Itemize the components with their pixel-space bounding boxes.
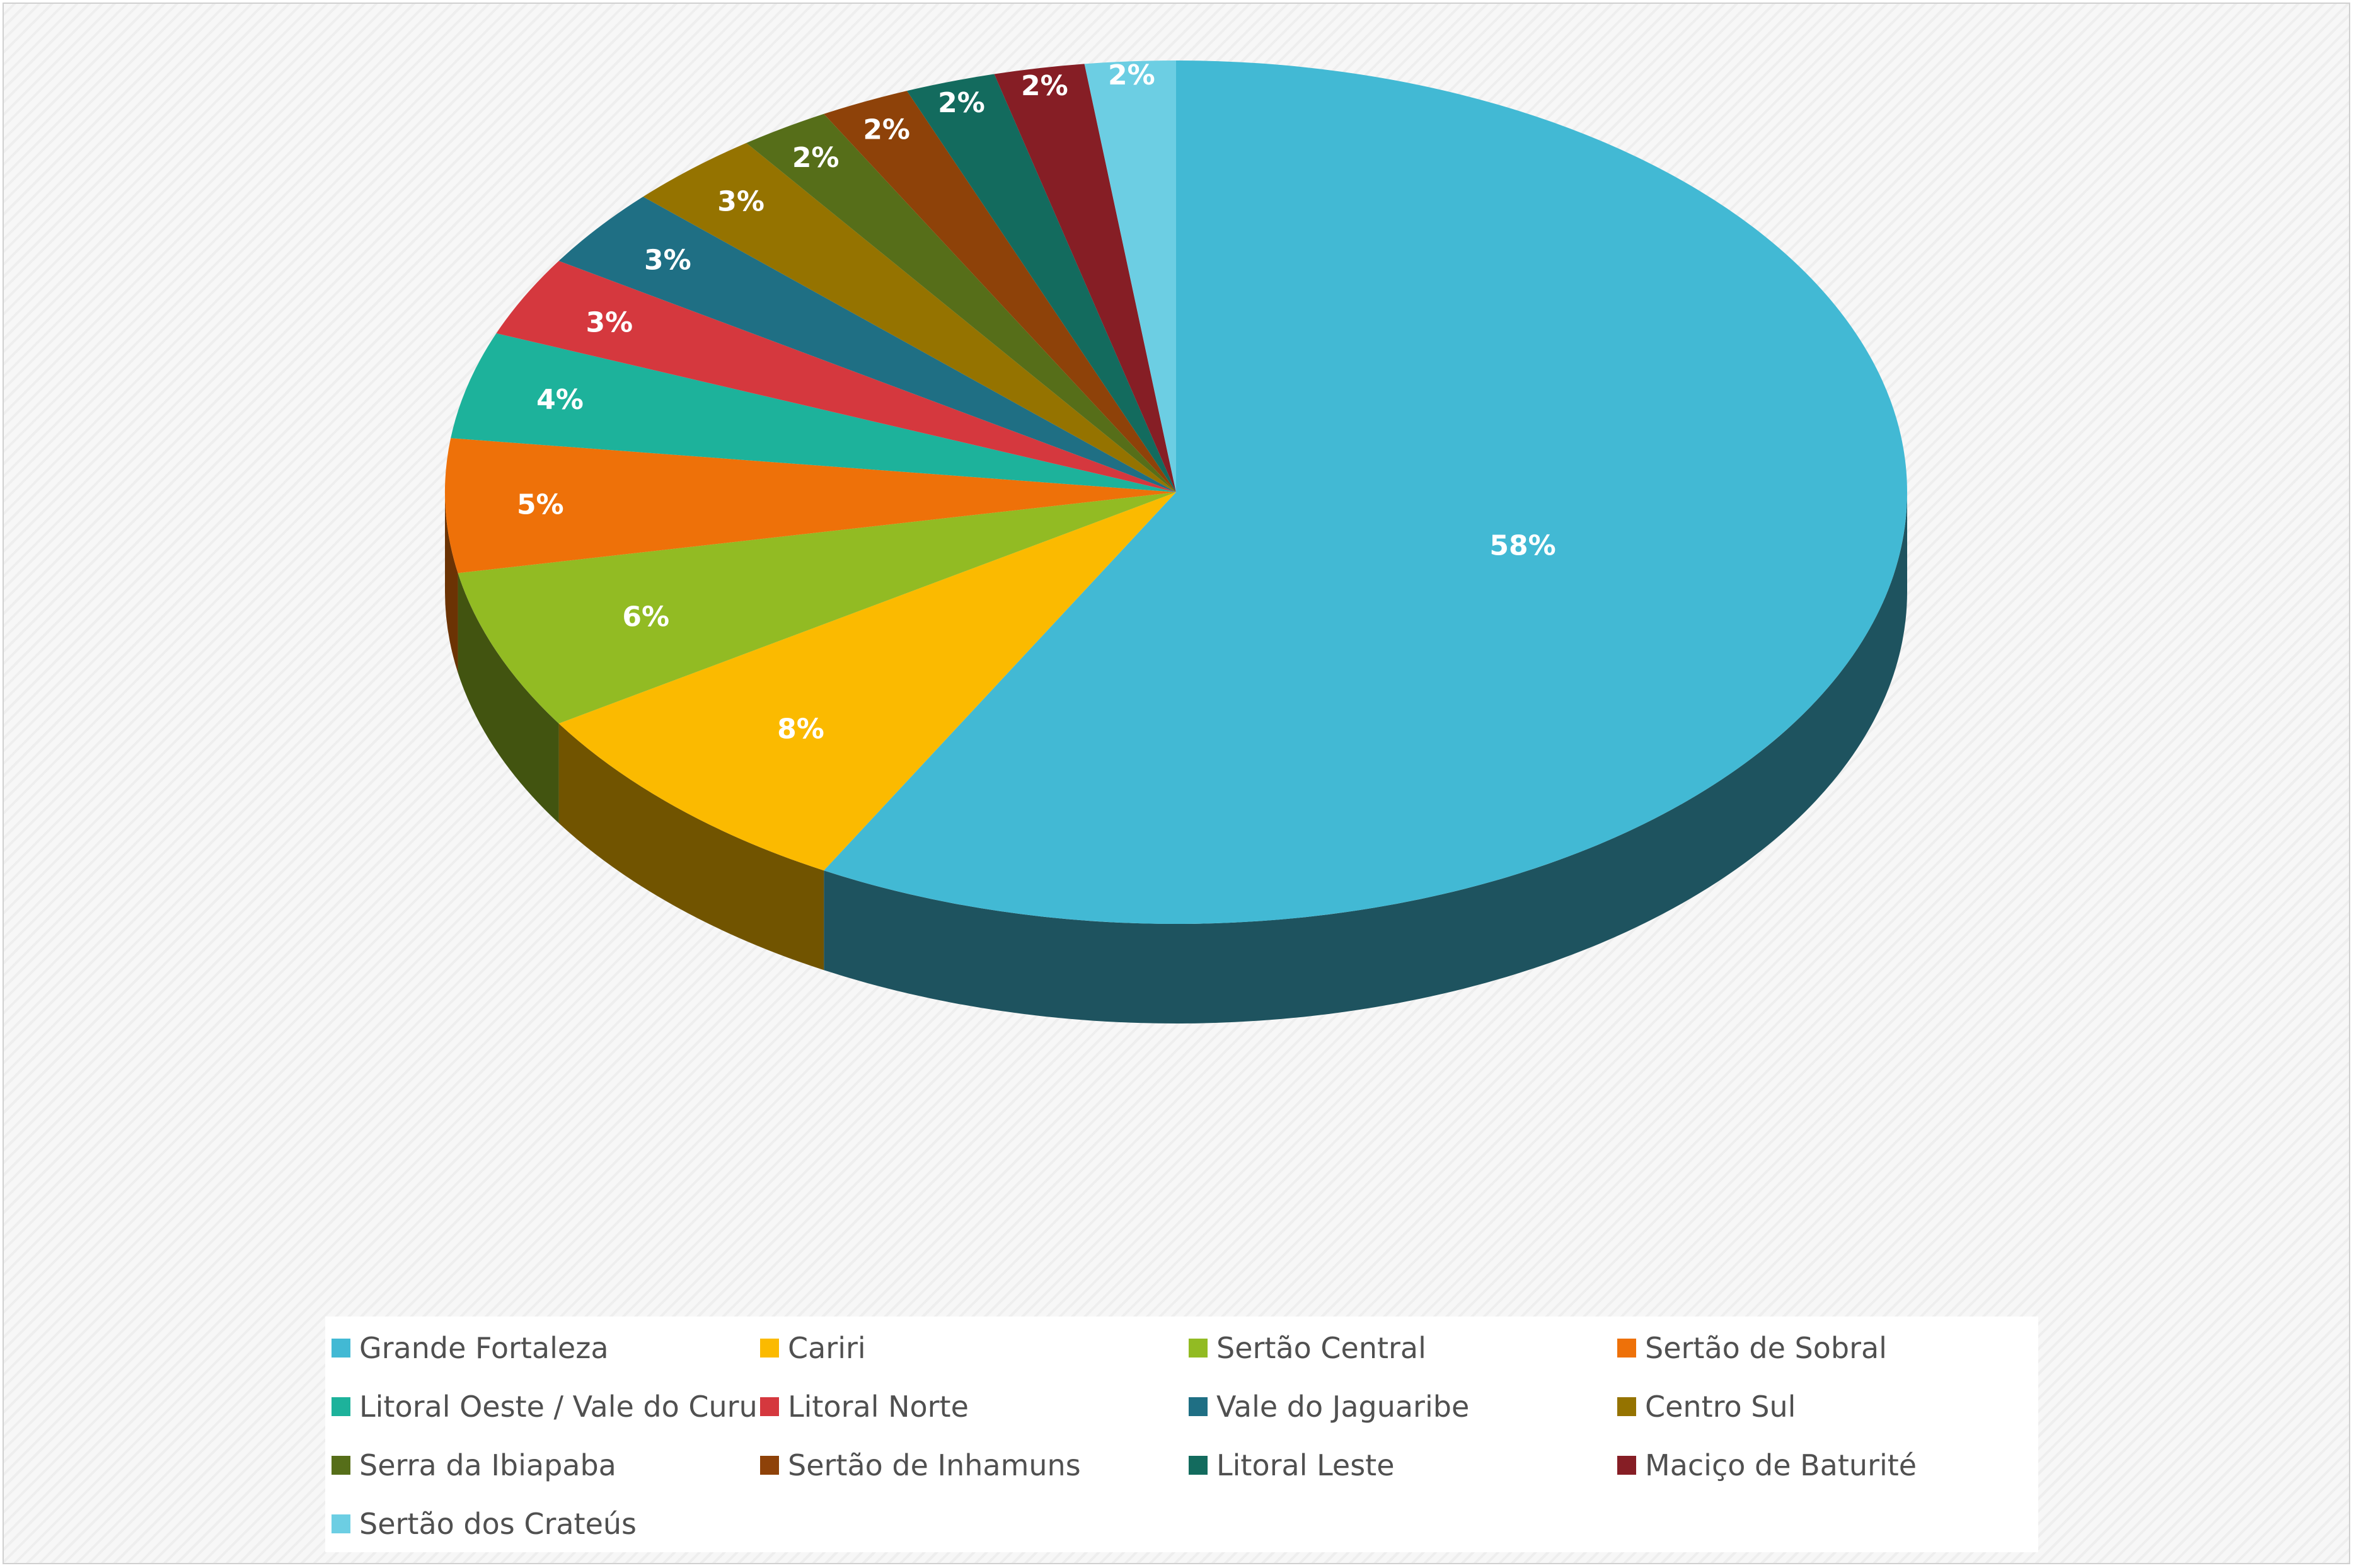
pie-slices bbox=[445, 61, 1908, 924]
legend-label: Litoral Leste bbox=[1216, 1448, 1395, 1482]
data-label-sertao-de-sobral: 5% bbox=[517, 489, 564, 521]
legend-swatch bbox=[1189, 1339, 1208, 1358]
legend-swatch bbox=[1617, 1397, 1636, 1416]
pie-side-cariri bbox=[558, 723, 824, 971]
chart-area: 58% 8% 6% 5% 4% 3% 3% 3% 2% 2% 2% 2% 2% Grande Forta… bbox=[3, 3, 2350, 1564]
pie-slice-cariri bbox=[558, 492, 1176, 871]
legend-swatch bbox=[760, 1456, 779, 1475]
legend-label: Sertão dos Crateús bbox=[359, 1507, 637, 1541]
legend-swatch bbox=[332, 1339, 350, 1358]
legend-label: Litoral Oeste / Vale do Curu bbox=[359, 1390, 758, 1424]
legend-swatch bbox=[760, 1339, 779, 1358]
pie-sides bbox=[445, 492, 1907, 1023]
legend-item-litoral-norte: Litoral Norte bbox=[760, 1388, 969, 1426]
legend-label: Litoral Norte bbox=[788, 1390, 969, 1424]
pie-side-grande-fortaleza bbox=[824, 492, 1907, 1023]
pie-slice-sertao-de-inhamuns bbox=[824, 91, 1176, 493]
data-label-macico-de-baturite: 2% bbox=[1021, 70, 1068, 102]
legend-label: Centro Sul bbox=[1645, 1390, 1796, 1424]
legend-item-sertao-de-sobral: Sertão de Sobral bbox=[1617, 1329, 1887, 1367]
pie-slice-macico-de-baturite bbox=[994, 64, 1176, 492]
legend-item-litoral-oeste-vale-do-curu: Litoral Oeste / Vale do Curu bbox=[332, 1388, 758, 1426]
legend-swatch bbox=[332, 1514, 350, 1533]
legend-item-macico-de-baturite: Maciço de Baturité bbox=[1617, 1446, 1917, 1484]
legend-label: Serra da Ibiapaba bbox=[359, 1448, 616, 1482]
legend-label: Cariri bbox=[788, 1331, 866, 1365]
legend-swatch bbox=[1617, 1456, 1636, 1475]
pie-slice-sertao-de-sobral bbox=[445, 438, 1176, 574]
legend-item-sertao-dos-crateus: Sertão dos Crateús bbox=[332, 1505, 637, 1543]
data-label-serra-da-ibiapaba: 2% bbox=[792, 142, 839, 174]
pie-slice-litoral-norte bbox=[496, 260, 1177, 492]
pie-side-sertao-de-sobral bbox=[445, 492, 458, 673]
legend-label: Sertão de Sobral bbox=[1645, 1331, 1887, 1365]
data-label-cariri: 8% bbox=[777, 713, 824, 746]
legend-swatch bbox=[332, 1397, 350, 1416]
legend-swatch bbox=[1189, 1456, 1208, 1475]
legend-item-serra-da-ibiapaba: Serra da Ibiapaba bbox=[332, 1446, 616, 1484]
legend-item-cariri: Cariri bbox=[760, 1329, 866, 1367]
legend-swatch bbox=[1189, 1397, 1208, 1416]
data-label-litoral-norte: 3% bbox=[586, 306, 633, 338]
legend-item-centro-sul: Centro Sul bbox=[1617, 1388, 1796, 1426]
legend-item-litoral-leste: Litoral Leste bbox=[1189, 1446, 1395, 1484]
pie-slice-vale-do-jaguaribe bbox=[558, 197, 1176, 492]
pie-chart: 58% 8% 6% 5% 4% 3% 3% 3% 2% 2% 2% 2% 2% bbox=[445, 59, 1908, 1023]
data-label-sertao-de-inhamuns: 2% bbox=[863, 114, 910, 146]
legend-item-vale-do-jaguaribe: Vale do Jaguaribe bbox=[1189, 1388, 1469, 1426]
legend: Grande Fortaleza Cariri Sertão Central Sert… bbox=[325, 1317, 2038, 1552]
legend-item-grande-fortaleza: Grande Fortaleza bbox=[332, 1329, 609, 1367]
pie-slice-grande-fortaleza bbox=[824, 61, 1908, 924]
data-labels: 58% 8% 6% 5% 4% 3% 3% 3% 2% 2% 2% 2% 2% bbox=[517, 59, 1556, 746]
legend-label: Vale do Jaguaribe bbox=[1216, 1390, 1470, 1424]
pie-slice-sertao-dos-crateus bbox=[1084, 61, 1176, 492]
legend-label: Sertão de Inhamuns bbox=[788, 1448, 1081, 1482]
legend-label: Sertão Central bbox=[1216, 1331, 1426, 1365]
pie-slice-centro-sul bbox=[643, 142, 1176, 492]
data-label-vale-do-jaguaribe: 3% bbox=[644, 245, 691, 277]
data-label-centro-sul: 3% bbox=[717, 186, 764, 218]
legend-label: Maciço de Baturité bbox=[1645, 1448, 1917, 1482]
pie-slice-litoral-leste bbox=[906, 74, 1176, 493]
pie-side-sertao-central bbox=[458, 573, 559, 824]
legend-label: Grande Fortaleza bbox=[359, 1331, 609, 1365]
data-label-grande-fortaleza: 58% bbox=[1489, 529, 1555, 562]
data-label-litoral-oeste-vale-do-curu: 4% bbox=[536, 384, 584, 416]
pie-slice-litoral-oeste-vale-do-curu bbox=[451, 333, 1176, 492]
data-label-litoral-leste: 2% bbox=[938, 87, 985, 119]
legend-swatch bbox=[332, 1456, 350, 1475]
legend-swatch bbox=[760, 1397, 779, 1416]
legend-item-sertao-central: Sertão Central bbox=[1189, 1329, 1426, 1367]
pie-slice-sertao-central bbox=[458, 492, 1176, 724]
data-label-sertao-central: 6% bbox=[622, 601, 669, 633]
legend-item-sertao-de-inhamuns: Sertão de Inhamuns bbox=[760, 1446, 1081, 1484]
pie-slice-serra-da-ibiapaba bbox=[746, 113, 1176, 492]
data-label-sertao-dos-crateus: 2% bbox=[1108, 59, 1155, 91]
legend-swatch bbox=[1617, 1339, 1636, 1358]
